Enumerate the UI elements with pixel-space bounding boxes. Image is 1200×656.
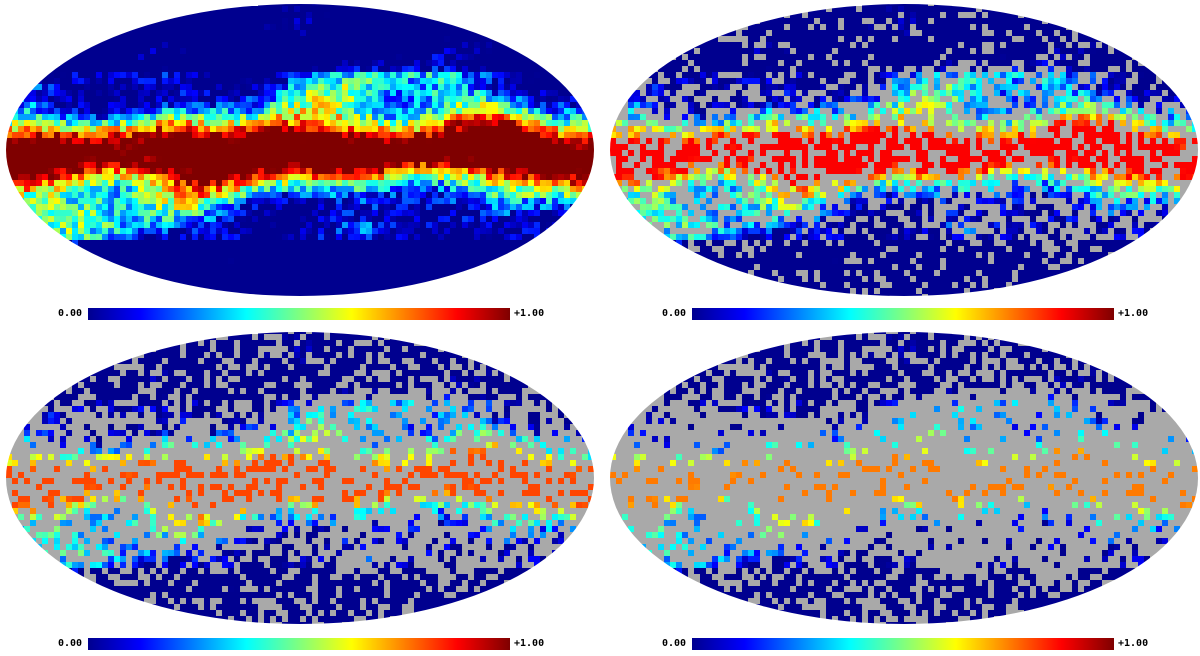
sky-field: [610, 4, 1198, 296]
sky-field: [6, 4, 594, 296]
mollweide-map-3: [6, 332, 594, 624]
colorbar-1: 0.00 +1.00: [0, 304, 600, 324]
colorbar-3: 0.00 +1.00: [0, 634, 600, 654]
colorbar-gradient: [88, 308, 510, 320]
colorbar-gradient: [88, 638, 510, 650]
colorbar-min-label: 0.00: [58, 638, 83, 649]
colorbar-max-label: +1.00: [1118, 638, 1149, 649]
colorbar-max-label: +1.00: [514, 308, 545, 319]
colorbar-min-label: 0.00: [58, 308, 83, 319]
colorbar-min-label: 0.00: [662, 638, 687, 649]
map-panel-4: 0.00 +1.00: [604, 328, 1200, 656]
map-panel-3: 0.00 +1.00: [0, 328, 600, 656]
map-panel-2: 0.00 +1.00: [604, 0, 1200, 328]
colorbar-gradient: [692, 308, 1114, 320]
map-panel-1: 0.00 +1.00: [0, 0, 600, 328]
colorbar-max-label: +1.00: [514, 638, 545, 649]
colorbar-2: 0.00 +1.00: [604, 304, 1200, 324]
sky-field: [610, 332, 1198, 624]
sky-field: [6, 332, 594, 624]
mollweide-map-2: [610, 4, 1198, 296]
colorbar-gradient: [692, 638, 1114, 650]
colorbar-4: 0.00 +1.00: [604, 634, 1200, 654]
colorbar-max-label: +1.00: [1118, 308, 1149, 319]
colorbar-min-label: 0.00: [662, 308, 687, 319]
mollweide-map-1: [6, 4, 594, 296]
mollweide-map-4: [610, 332, 1198, 624]
